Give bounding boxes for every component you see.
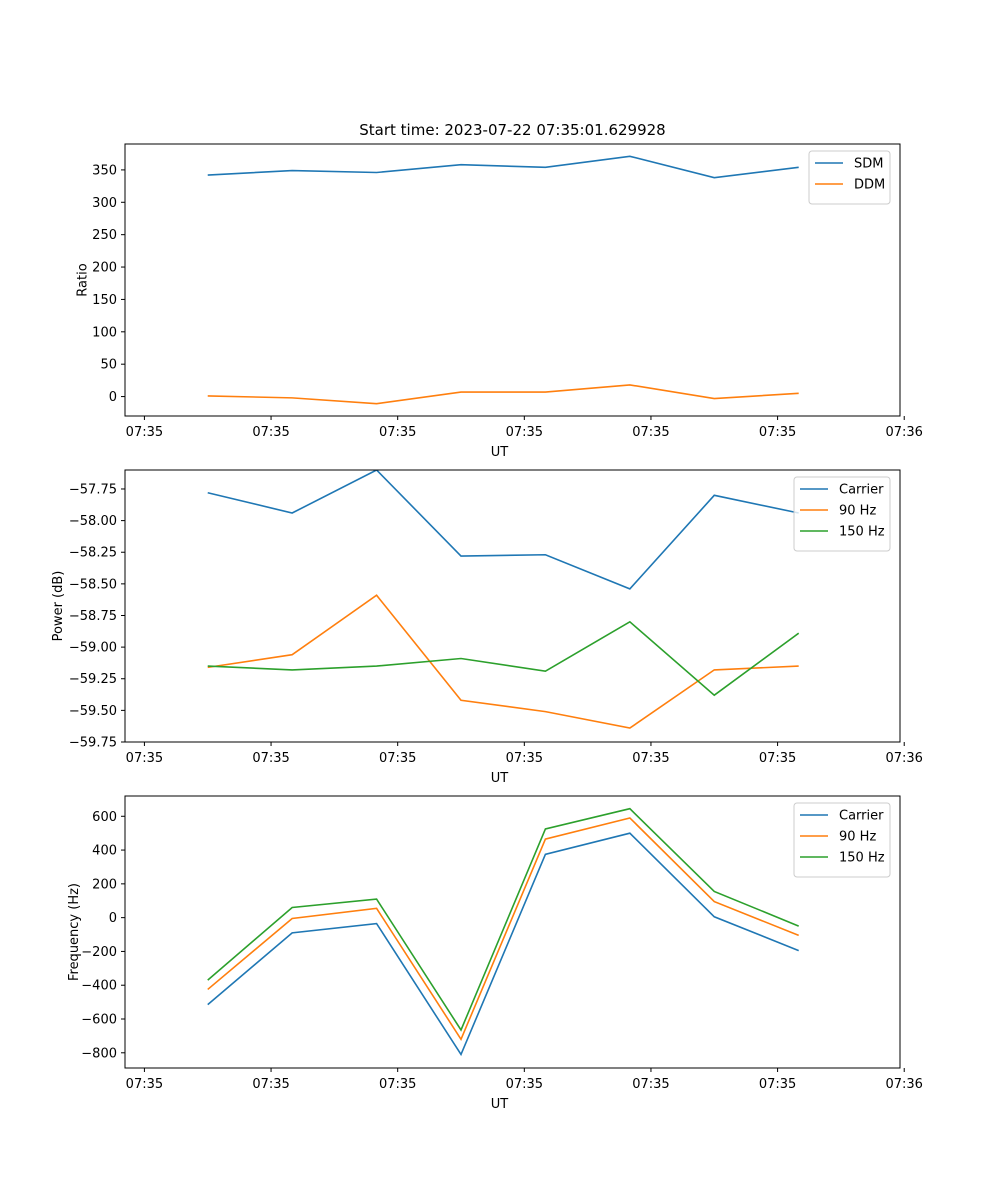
series-line-carrier [207, 832, 799, 1057]
y-tick-label: 0 [109, 911, 117, 926]
y-tick-label: 50 [100, 358, 117, 373]
series-lines [207, 807, 799, 1057]
y-tick-label: 0 [109, 390, 117, 405]
y-tick-label: −58.50 [69, 577, 117, 592]
y-tick-label: 100 [92, 325, 117, 340]
y-tick-label: −58.75 [69, 609, 117, 624]
x-tick-label: 07:35 [252, 1077, 289, 1092]
legend-box [808, 150, 891, 205]
y-tick-label: −59.00 [69, 641, 117, 656]
y-tick-label: −200 [81, 945, 117, 960]
chart-panel-2: 07:35 07:35 07:35 07:35 07:35 07:35 07:36 −57.7… [51, 469, 923, 786]
x-tick-label: 07:36 [885, 425, 922, 440]
legend-label: Carrier [839, 483, 884, 498]
x-tick-label: 07:35 [252, 425, 289, 440]
legend: SDM DDM [808, 150, 891, 205]
chart-panel-1: Start time: 2023-07-22 07:35:01.629928 07… [75, 121, 923, 460]
x-tick-label: 07:35 [379, 751, 416, 766]
y-axis-label: Power (dB) [51, 571, 66, 642]
x-tick-label: 07:35 [126, 1077, 163, 1092]
legend-label: SDM [854, 157, 883, 172]
x-tick-label: 07:35 [632, 1077, 669, 1092]
x-axis-label: UT [491, 1097, 509, 1112]
chart-title: Start time: 2023-07-22 07:35:01.629928 [359, 121, 665, 139]
x-tick-label: 07:35 [126, 751, 163, 766]
y-tick-label: 300 [92, 196, 117, 211]
y-tick-label: 350 [92, 163, 117, 178]
legend-label: 150 Hz [839, 525, 885, 540]
x-tick-label: 07:35 [379, 1077, 416, 1092]
series-line-ddm [207, 384, 799, 405]
y-tick-label: 200 [92, 877, 117, 892]
legend-label: DDM [854, 178, 885, 193]
x-tick-label: 07:35 [252, 751, 289, 766]
y-axis-label: Frequency (Hz) [67, 883, 82, 981]
series-line-150-hz [207, 620, 800, 697]
x-tick-label: 07:35 [759, 425, 796, 440]
legend-box [793, 476, 891, 552]
y-tick-label: 200 [92, 261, 117, 276]
y-tick-label: 600 [92, 810, 117, 825]
legend: Carrier 90 Hz 150 Hz [793, 802, 891, 878]
series-line-carrier [207, 470, 799, 590]
x-tick-label: 07:35 [126, 425, 163, 440]
series-line-90-hz [207, 817, 799, 1041]
y-axis-label: Ratio [75, 263, 90, 296]
legend-label: Carrier [839, 809, 884, 824]
y-tick-label: −58.25 [69, 546, 117, 561]
x-tick-label: 07:36 [885, 751, 922, 766]
x-tick-label: 07:35 [379, 425, 416, 440]
y-tick-label: −600 [81, 1013, 117, 1028]
y-tick-label: −59.75 [69, 736, 117, 751]
x-tick-label: 07:35 [632, 751, 669, 766]
legend: Carrier 90 Hz 150 Hz [793, 476, 891, 552]
y-tick-label: −57.75 [69, 482, 117, 497]
legend-label: 90 Hz [839, 504, 876, 519]
y-tick-label: −800 [81, 1046, 117, 1061]
y-tick-label: −59.50 [69, 704, 117, 719]
y-tick-label: −400 [81, 979, 117, 994]
chart-panel-3: 07:35 07:35 07:35 07:35 07:35 07:35 07:36 600 40… [67, 795, 923, 1112]
y-tick-label: 400 [92, 844, 117, 859]
plot-frame [124, 469, 901, 743]
series-lines [207, 155, 799, 405]
plot-frame [124, 143, 901, 417]
x-axis-label: UT [491, 771, 509, 786]
series-lines [207, 470, 800, 729]
x-tick-label: 07:35 [759, 751, 796, 766]
y-tick-label: 250 [92, 228, 117, 243]
x-tick-label: 07:35 [506, 425, 543, 440]
y-tick-label: 150 [92, 293, 117, 308]
legend-box [793, 802, 891, 878]
series-line-sdm [207, 155, 799, 179]
series-line-150-hz [207, 807, 799, 1032]
plot-frame [124, 795, 901, 1069]
legend-label: 90 Hz [839, 830, 876, 845]
series-line-90-hz [207, 594, 799, 729]
x-tick-label: 07:35 [632, 425, 669, 440]
legend-label: 150 Hz [839, 851, 885, 866]
x-tick-label: 07:35 [759, 1077, 796, 1092]
x-axis-label: UT [491, 445, 509, 460]
x-tick-label: 07:36 [885, 1077, 922, 1092]
y-tick-label: −58.00 [69, 514, 117, 529]
y-tick-label: −59.25 [69, 672, 117, 687]
x-tick-label: 07:35 [506, 1077, 543, 1092]
x-tick-label: 07:35 [506, 751, 543, 766]
